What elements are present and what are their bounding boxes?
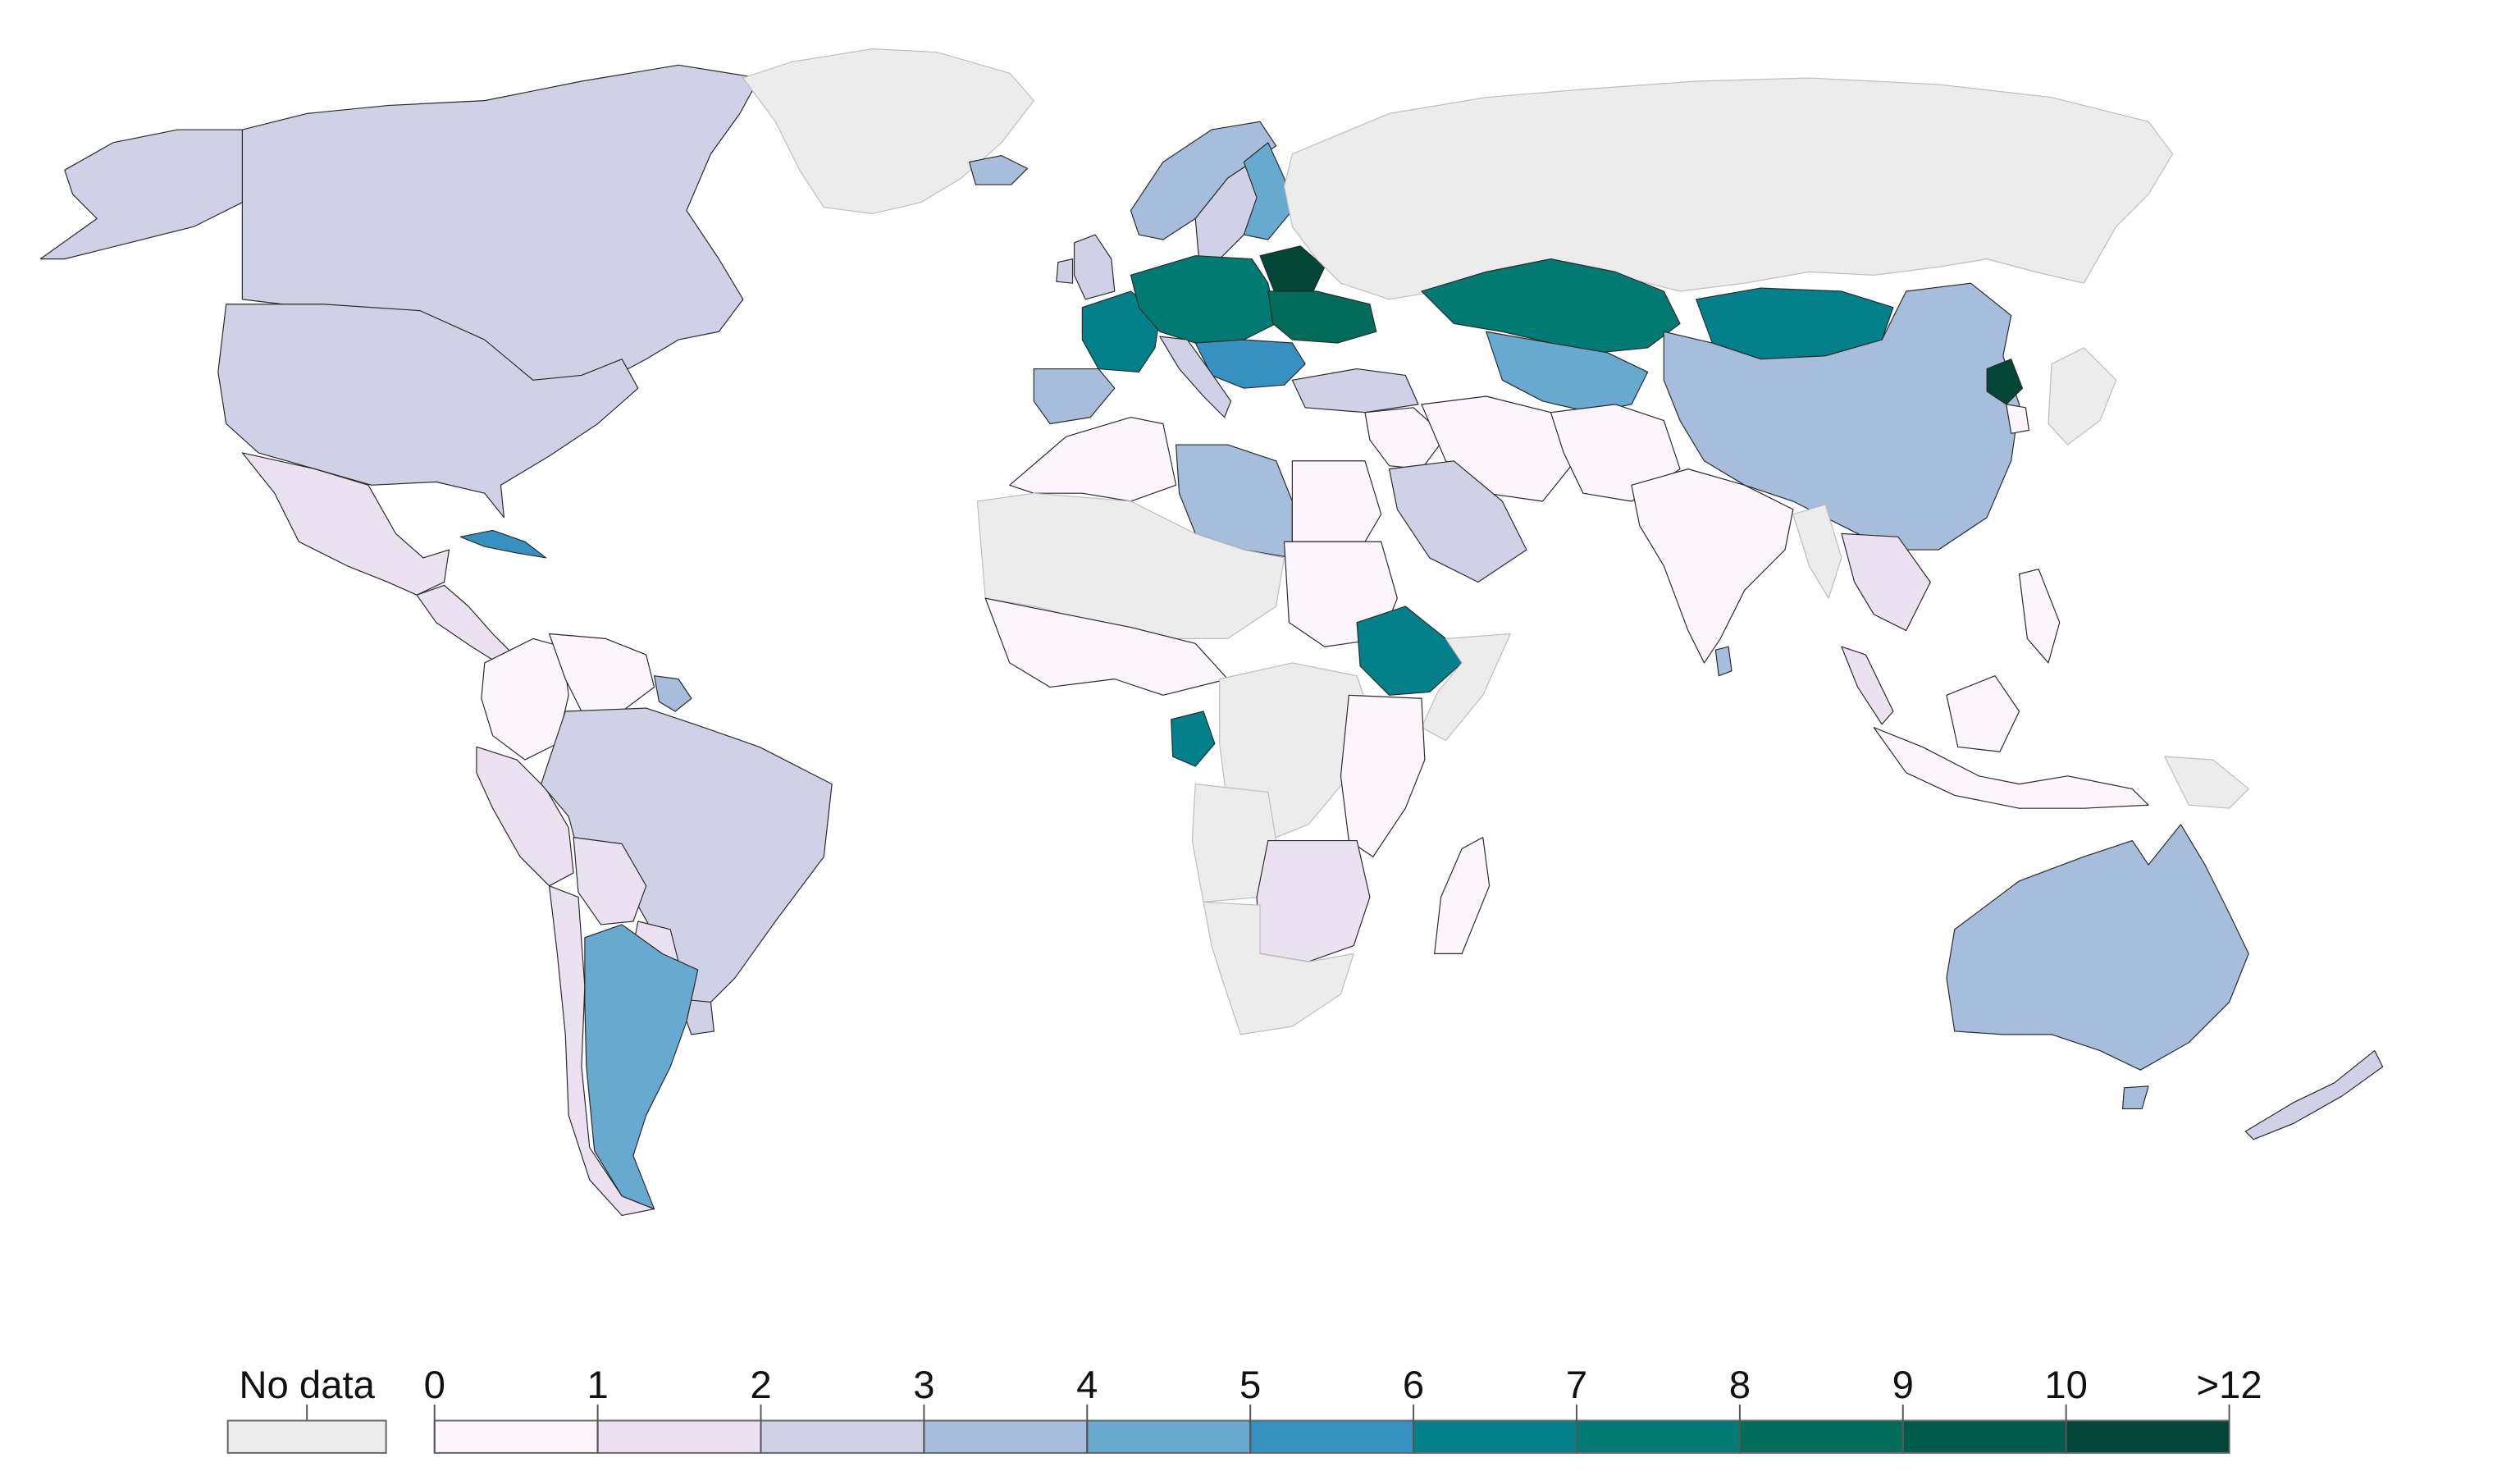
region-malay-peninsula — [1841, 646, 1894, 725]
region-central-america — [416, 584, 514, 664]
region-venezuela — [548, 633, 655, 712]
legend-label-10: 10 — [2044, 1364, 2088, 1407]
region-indochina — [1841, 532, 1931, 632]
region-peru — [476, 746, 574, 887]
region-saudi-arabia — [1388, 460, 1527, 583]
legend-swatch-7 — [1575, 1419, 1741, 1454]
region-ethiopia — [1356, 605, 1463, 696]
map-layer — [39, 48, 2384, 1216]
legend-swatch-3 — [923, 1419, 1089, 1454]
legend-label-3: 3 — [913, 1364, 934, 1407]
legend-label-0: 0 — [424, 1364, 445, 1407]
region-alaska — [39, 129, 243, 260]
region-united-kingdom — [1073, 234, 1116, 300]
region-borneo — [1946, 675, 2020, 752]
region-madagascar — [1434, 837, 1491, 954]
region-myanmar — [1792, 504, 1842, 599]
region-argentina — [584, 924, 699, 1210]
legend-swatch-5 — [1249, 1419, 1415, 1454]
region-central-europe — [1130, 255, 1277, 344]
region-north-korea — [1986, 359, 2024, 405]
legend-swatch-8 — [1738, 1419, 1904, 1454]
legend-swatch-0 — [433, 1419, 599, 1454]
region-australia — [1946, 824, 2249, 1071]
region-ukraine — [1267, 290, 1377, 344]
region-mexico — [241, 452, 450, 596]
region-iberia — [1033, 368, 1116, 425]
legend-swatch-4 — [1086, 1419, 1252, 1454]
legend-swatch-10 — [2065, 1419, 2230, 1454]
legend-label-8: 8 — [1729, 1364, 1751, 1407]
region-guyana — [653, 675, 692, 712]
region-balkans — [1194, 339, 1306, 389]
legend-swatch-9 — [1901, 1419, 2067, 1454]
region-iceland — [968, 155, 1029, 185]
region-russia — [1283, 77, 2174, 300]
legend-label-5: 5 — [1239, 1364, 1261, 1407]
region-finland — [1243, 142, 1293, 240]
region-egypt — [1291, 460, 1382, 542]
region-sahel — [976, 492, 1285, 639]
region-turkey — [1291, 368, 1419, 414]
region-tasmania — [2121, 1085, 2149, 1110]
legend-bins: 0 1 2 3 4 5 6 7 8 9 10 >12 — [424, 1364, 2262, 1454]
legend-label-2: 2 — [750, 1364, 771, 1407]
region-cuba — [459, 529, 547, 559]
legend-label-6: 6 — [1403, 1364, 1424, 1407]
region-bolivia — [573, 837, 647, 925]
region-japan — [2048, 347, 2117, 446]
legend-label-7: 7 — [1566, 1364, 1587, 1407]
region-south-korea — [2006, 404, 2029, 434]
legend-label-1: 1 — [587, 1364, 608, 1407]
region-gabon — [1171, 711, 1216, 767]
legend-swatch-2 — [760, 1419, 925, 1454]
region-italy — [1159, 336, 1232, 418]
region-china — [1663, 282, 2020, 551]
region-india — [1631, 468, 1794, 664]
legend-swatch-1 — [596, 1419, 762, 1454]
legend-label-4: 4 — [1076, 1364, 1098, 1407]
region-united-states — [217, 304, 639, 519]
legend-label-9: 9 — [1892, 1364, 1914, 1407]
region-philippines — [2018, 569, 2061, 664]
region-central-asia — [1486, 331, 1649, 414]
region-west-africa — [984, 597, 1229, 696]
region-southern-africa — [1256, 839, 1371, 962]
region-belarus — [1259, 245, 1326, 297]
region-indonesia — [1873, 727, 2149, 809]
region-east-africa — [1340, 694, 1426, 857]
legend-label-end: >12 — [2196, 1364, 2262, 1407]
region-south-africa — [1203, 901, 1354, 1035]
region-greenland — [742, 48, 1034, 215]
region-papua-new-guinea — [2164, 756, 2249, 809]
legend: No data 0 1 2 3 4 5 6 7 8 9 10 >12 — [226, 1364, 2262, 1454]
region-somalia — [1421, 633, 1511, 742]
region-sri-lanka — [1714, 646, 1732, 677]
region-morocco-algeria — [1009, 417, 1177, 502]
region-ireland — [1056, 258, 1074, 284]
region-new-zealand — [2244, 1049, 2384, 1140]
legend-swatch-6 — [1413, 1419, 1577, 1454]
legend-no-data-label: No data — [239, 1364, 375, 1407]
legend-no-data-swatch — [226, 1419, 387, 1454]
